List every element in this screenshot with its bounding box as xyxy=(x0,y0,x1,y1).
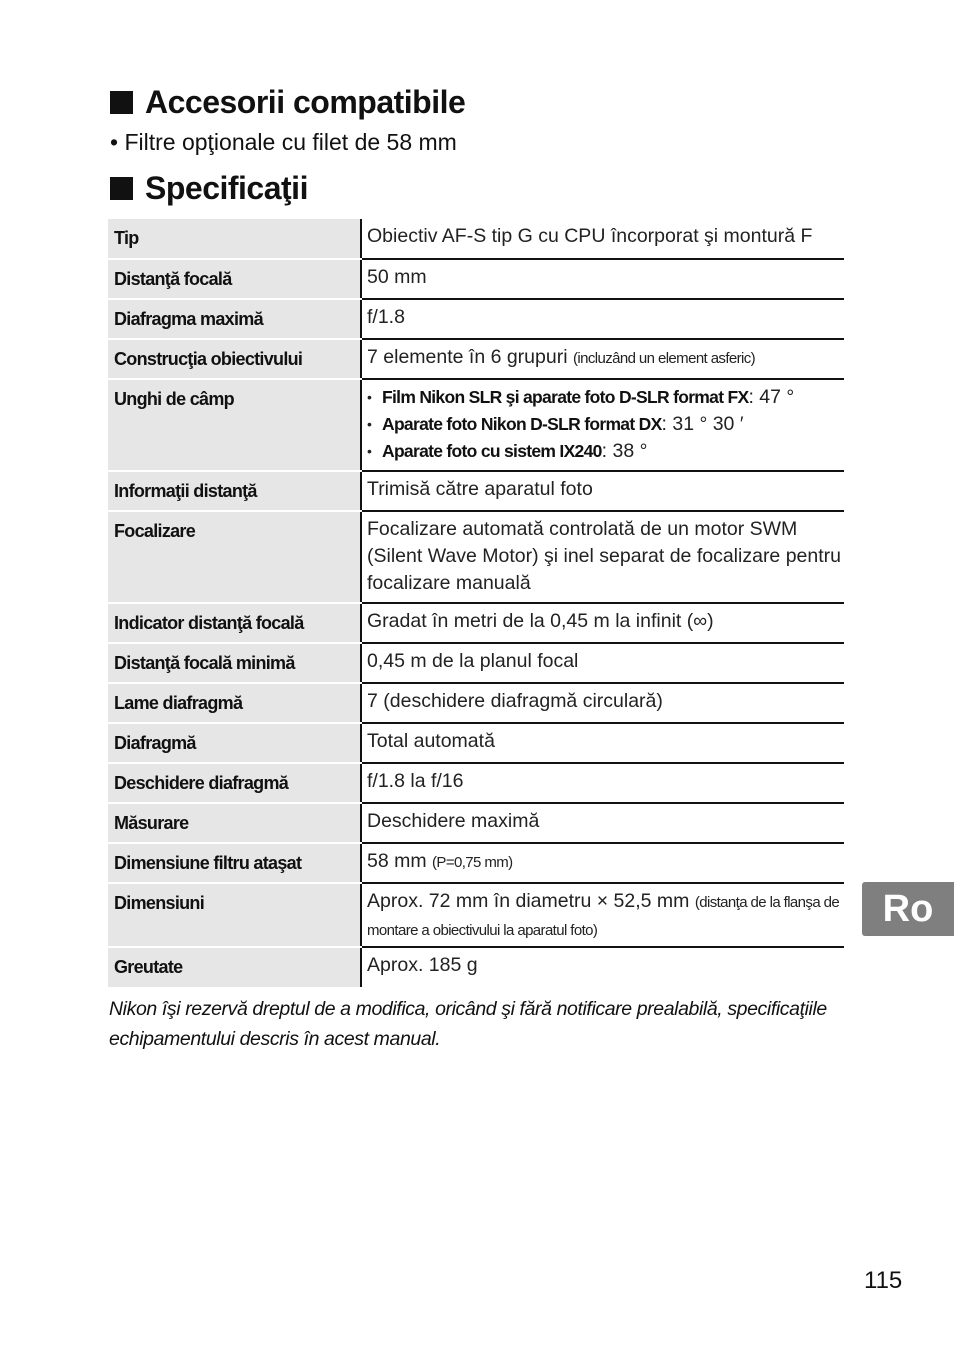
spec-row: Distanţă focală 50 mm xyxy=(108,259,844,300)
spec-value: 7 elemente în 6 grupuri (incluzând un el… xyxy=(361,339,844,380)
angle-list: Film Nikon SLR şi aparate foto D-SLR for… xyxy=(367,384,844,465)
spec-value: Total automată xyxy=(361,723,844,764)
spec-label: Unghi de câmp xyxy=(108,379,362,472)
spec-value: Focalizare automată controlată de un mot… xyxy=(361,511,844,604)
spec-value-text: 7 elemente în 6 grupuri xyxy=(367,346,573,368)
spec-label: Dimensiune filtru ataşat xyxy=(108,843,362,884)
specs-table: Tip Obiectiv AF-S tip G cu CPU încorporat… xyxy=(108,219,844,987)
spec-label: Lame diafragmă xyxy=(108,683,362,724)
spec-label: Dimensiuni xyxy=(108,883,362,948)
spec-row: Diafragmă Total automată xyxy=(108,723,844,764)
spec-row: Dimensiune filtru ataşat 58 mm (P=0,75 mm… xyxy=(108,843,844,884)
spec-value-text: Focalizare automată controlată de un mot… xyxy=(367,518,841,594)
spec-value-text: f/1.8 xyxy=(367,306,405,328)
angle-item: Film Nikon SLR şi aparate foto D-SLR for… xyxy=(367,384,844,411)
angle-item-value: : 31 ° 30 ′ xyxy=(661,413,744,435)
spec-row: Greutate Aprox. 185 g xyxy=(108,947,844,987)
specs-heading: Specificaţii xyxy=(110,170,308,207)
accessories-item: • Filtre opţionale cu filet de 58 mm xyxy=(110,129,457,155)
angle-item-label: Aparate foto cu sistem IX240 xyxy=(382,441,602,461)
spec-row: Tip Obiectiv AF-S tip G cu CPU încorporat… xyxy=(108,219,844,260)
spec-value: Deschidere maximă xyxy=(361,803,844,844)
disclaimer: Nikon îşi rezervă dreptul de a modifica,… xyxy=(109,998,827,1050)
angle-item-value: : 38 ° xyxy=(601,440,648,462)
spec-value-note: (distanţa de la flanşa de montare a obie… xyxy=(367,894,840,939)
spec-label: Diafragmă xyxy=(108,723,362,764)
spec-value: Gradat în metri de la 0,45 m la infinit … xyxy=(361,603,844,644)
language-tab: Ro xyxy=(862,882,954,936)
angle-item-label: Film Nikon SLR şi aparate foto D-SLR for… xyxy=(382,387,749,407)
accessories-title: Accesorii compatibile xyxy=(145,84,466,120)
angle-item-label: Aparate foto Nikon D-SLR format DX xyxy=(382,414,662,434)
spec-label: Diafragma maximă xyxy=(108,299,362,340)
spec-label: Informaţii distanţă xyxy=(108,471,362,512)
spec-value: Aprox. 185 g xyxy=(361,947,844,987)
spec-row: Informaţii distanţă Trimisă către aparatu… xyxy=(108,471,844,512)
spec-value: 58 mm (P=0,75 mm) xyxy=(361,843,844,884)
spec-value: Obiectiv AF-S tip G cu CPU încorporat şi… xyxy=(361,219,844,260)
spec-label: Greutate xyxy=(108,947,362,987)
spec-value-note: (incluzând un element asferic) xyxy=(572,350,756,367)
spec-value: 0,45 m de la planul focal xyxy=(361,643,844,684)
spec-row: Lame diafragmă 7 (deschidere diafragmă ci… xyxy=(108,683,844,724)
square-bullet-icon xyxy=(110,91,133,114)
spec-label: Măsurare xyxy=(108,803,362,844)
square-bullet-icon xyxy=(110,177,133,200)
angle-item: Aparate foto cu sistem IX240: 38 ° xyxy=(367,438,844,465)
spec-row: Distanţă focală minimă 0,45 m de la planu… xyxy=(108,643,844,684)
spec-value: 7 (deschidere diafragmă circulară) xyxy=(361,683,844,724)
specs-title: Specificaţii xyxy=(145,170,308,206)
spec-value-note: (P=0,75 mm) xyxy=(432,854,513,871)
spec-value: f/1.8 la f/16 xyxy=(361,763,844,804)
spec-row: Focalizare Focalizare automată controlată… xyxy=(108,511,844,604)
angle-item: Aparate foto Nikon D-SLR format DX: 31 °… xyxy=(367,411,844,438)
spec-row: Construcţia obiectivului 7 elemente în 6 … xyxy=(108,339,844,380)
spec-label: Tip xyxy=(108,219,362,260)
spec-value-text: 0,45 m de la planul focal xyxy=(367,650,579,672)
spec-value-text: 50 mm xyxy=(367,266,427,288)
spec-value-text: f/1.8 la f/16 xyxy=(367,770,464,792)
spec-value: 50 mm xyxy=(361,259,844,300)
accessories-item-text: Filtre opţionale cu filet de 58 mm xyxy=(124,129,457,155)
spec-value-text: 7 (deschidere diafragmă circulară) xyxy=(367,690,663,712)
spec-row: Măsurare Deschidere maximă xyxy=(108,803,844,844)
spec-value-text: Gradat în metri de la 0,45 m la infinit … xyxy=(367,610,714,632)
spec-value-text: Aprox. 72 mm în diametru × 52,5 mm xyxy=(367,890,695,912)
spec-value: f/1.8 xyxy=(361,299,844,340)
spec-label: Distanţă focală xyxy=(108,259,362,300)
spec-row: Indicator distanţă focală Gradat în metri… xyxy=(108,603,844,644)
spec-value-text: Aprox. 185 g xyxy=(367,954,478,976)
spec-value-text: Deschidere maximă xyxy=(367,810,540,832)
spec-value-text: 58 mm xyxy=(367,850,433,872)
spec-row: Diafragma maximă f/1.8 xyxy=(108,299,844,340)
spec-label: Indicator distanţă focală xyxy=(108,603,362,644)
spec-row: Deschidere diafragmă f/1.8 la f/16 xyxy=(108,763,844,804)
spec-row: Dimensiuni Aprox. 72 mm în diametru × 52,… xyxy=(108,883,844,948)
accessories-heading: Accesorii compatibile xyxy=(110,84,466,121)
angle-item-value: : 47 ° xyxy=(748,386,795,408)
spec-value-text: Obiectiv AF-S tip G cu CPU încorporat şi… xyxy=(367,225,813,247)
spec-value: Aprox. 72 mm în diametru × 52,5 mm (dist… xyxy=(361,883,844,948)
spec-label: Distanţă focală minimă xyxy=(108,643,362,684)
spec-value: Film Nikon SLR şi aparate foto D-SLR for… xyxy=(361,379,844,472)
spec-row: Unghi de câmp Film Nikon SLR şi aparate f… xyxy=(108,379,844,472)
page-number: 115 xyxy=(864,1267,903,1294)
spec-label: Construcţia obiectivului xyxy=(108,339,362,380)
spec-value-text: Trimisă către aparatul foto xyxy=(367,478,593,500)
spec-value: Trimisă către aparatul foto xyxy=(361,471,844,512)
spec-label: Focalizare xyxy=(108,511,362,604)
spec-label: Deschidere diafragmă xyxy=(108,763,362,804)
spec-value-text: Total automată xyxy=(367,730,495,752)
